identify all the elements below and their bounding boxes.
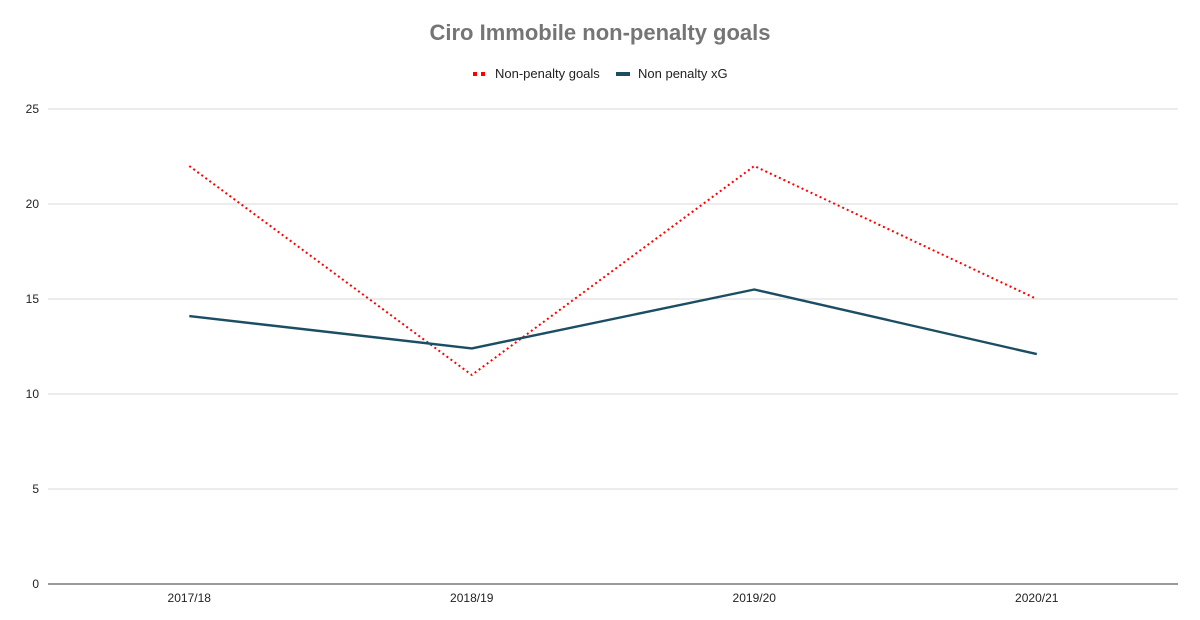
- y-tick-label: 20: [26, 197, 40, 211]
- legend-label-0: Non-penalty goals: [495, 66, 600, 81]
- y-tick-label: 25: [26, 102, 40, 116]
- x-axis: 2017/18 2018/19 2019/20 2020/21: [168, 591, 1059, 605]
- series-0-point: [753, 165, 755, 167]
- x-tick-label: 2020/21: [1015, 591, 1059, 605]
- series-1-point: [471, 347, 473, 349]
- x-tick-label: 2018/19: [450, 591, 494, 605]
- series-line-1: [189, 288, 1038, 356]
- legend: Non-penalty goals Non penalty xG: [473, 66, 728, 81]
- x-tick-label: 2019/20: [733, 591, 777, 605]
- legend-item-1: Non penalty xG: [616, 66, 728, 81]
- y-tick-label: 10: [26, 387, 40, 401]
- series-0-point: [1036, 298, 1038, 300]
- x-tick-label: 2017/18: [168, 591, 212, 605]
- chart-title: Ciro Immobile non-penalty goals: [429, 20, 770, 45]
- legend-item-0: Non-penalty goals: [473, 66, 600, 81]
- series-0-point: [188, 165, 190, 167]
- series-line-0: [188, 165, 1038, 376]
- series-0-point: [471, 374, 473, 376]
- y-axis: 0 5 10 15 20 25: [26, 102, 40, 591]
- series-1-point: [1036, 353, 1038, 355]
- series-1-point: [753, 288, 755, 290]
- gridlines: [48, 108, 1178, 585]
- y-tick-label: 15: [26, 292, 40, 306]
- y-tick-label: 0: [32, 577, 39, 591]
- series-1-point: [188, 315, 190, 317]
- series-layer: [188, 165, 1038, 376]
- legend-label-1: Non penalty xG: [638, 66, 728, 81]
- y-tick-label: 5: [32, 482, 39, 496]
